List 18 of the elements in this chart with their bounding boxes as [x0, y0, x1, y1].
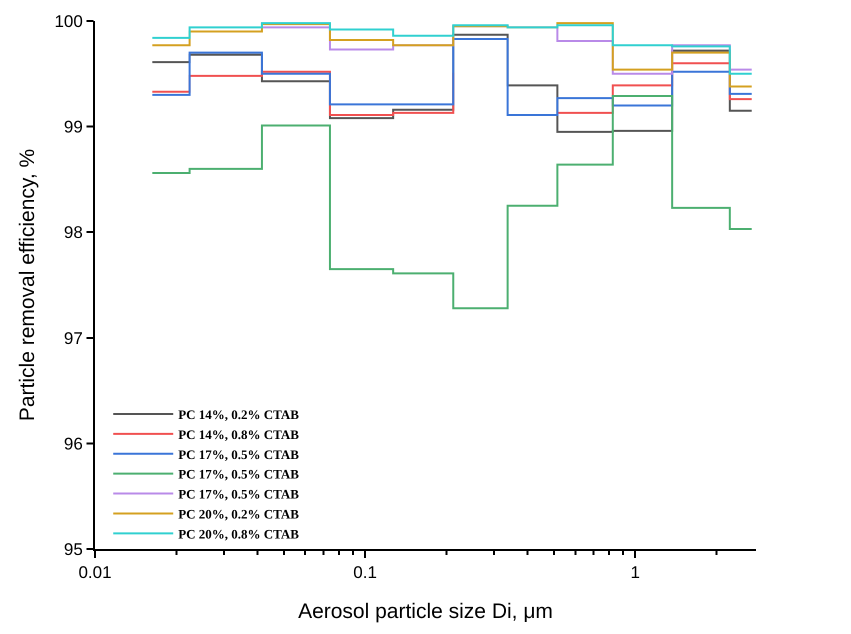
y-axis-title: Particle removal efficiency, % [16, 148, 40, 422]
x-axis-title: Aerosol particle size Di, μm [298, 600, 553, 623]
legend-label: PC 14%, 0.2% CTAB [178, 407, 300, 422]
y-tick-label: 98 [64, 223, 83, 242]
legend-label: PC 20%, 0.2% CTAB [178, 506, 300, 522]
y-tick-label: 95 [64, 540, 83, 559]
x-tick-label: 0.01 [78, 563, 112, 582]
legend-label: PC 20%, 0.8% CTAB [178, 526, 300, 542]
y-tick-label: 99 [64, 118, 83, 137]
legend-label: PC 17%, 0.5% CTAB [178, 446, 300, 462]
legend-label: PC 17%, 0.5% CTAB [178, 486, 300, 502]
x-tick-label: 0.1 [353, 563, 377, 582]
y-tick-label: 100 [54, 12, 83, 31]
legend-label: PC 14%, 0.8% CTAB [178, 426, 300, 442]
legend-label: PC 17%, 0.5% CTAB [178, 466, 300, 482]
y-tick-label: 96 [64, 434, 83, 454]
x-tick-label: 1 [630, 563, 640, 582]
y-tick-label: 97 [64, 328, 83, 348]
